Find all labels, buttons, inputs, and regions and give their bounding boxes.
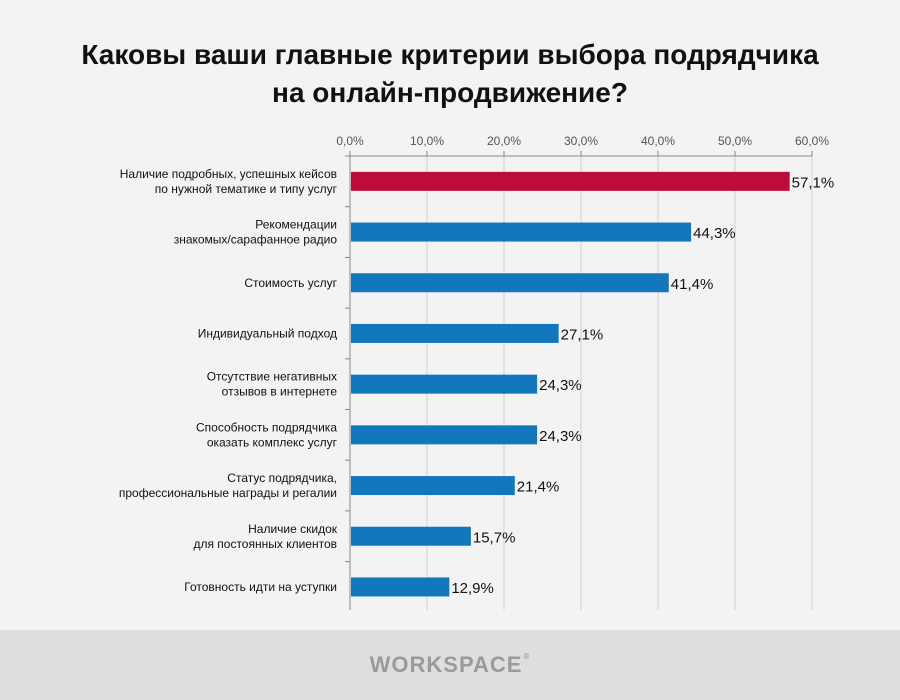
bar bbox=[351, 476, 515, 496]
workspace-logo: WORKSPACE® bbox=[0, 652, 900, 678]
value-label: 41,4% bbox=[671, 276, 714, 293]
chart-title: Каковы ваши главные критерии выбора подр… bbox=[0, 36, 900, 112]
x-tick-label: 50,0% bbox=[718, 134, 752, 148]
category-label: Отсутствие негативных bbox=[207, 370, 337, 384]
x-tick-label: 40,0% bbox=[641, 134, 675, 148]
x-tick-label: 0,0% bbox=[336, 134, 364, 148]
category-label: Наличие подробных, успешных кейсов bbox=[120, 167, 337, 181]
category-label: Способность подрядчика bbox=[196, 420, 337, 434]
x-tick-label: 20,0% bbox=[487, 134, 521, 148]
category-label: Статус подрядчика, bbox=[227, 471, 337, 485]
x-tick-label: 30,0% bbox=[564, 134, 598, 148]
category-label: Рекомендации bbox=[255, 218, 337, 232]
chart-title-line-2: на онлайн-продвижение? bbox=[272, 77, 628, 108]
value-label: 27,1% bbox=[561, 326, 604, 343]
value-label: 12,9% bbox=[451, 580, 494, 597]
value-label: 21,4% bbox=[517, 479, 560, 496]
category-label: отзывов в интернете bbox=[222, 385, 338, 399]
bar-chart: 0,0% 10,0% 20,0% 30,0% 40,0% 50,0% 60,0% 57,1% Н… bbox=[119, 134, 835, 610]
x-tick-label: 60,0% bbox=[795, 134, 829, 148]
x-tick-label: 10,0% bbox=[410, 134, 444, 148]
category-label: Наличие скидок bbox=[248, 522, 338, 536]
logo-text-end: RKSPACE bbox=[409, 652, 523, 677]
value-label: 24,3% bbox=[539, 428, 582, 445]
bar bbox=[351, 222, 692, 242]
bar bbox=[351, 374, 538, 394]
value-label: 24,3% bbox=[539, 377, 582, 394]
category-label: Индивидуальный подход bbox=[198, 326, 337, 340]
bar bbox=[351, 577, 450, 597]
chart-title-line-1: Каковы ваши главные критерии выбора подр… bbox=[81, 39, 819, 70]
category-label: Готовность идти на уступки bbox=[184, 580, 337, 594]
bar bbox=[351, 526, 471, 546]
category-label: по нужной тематике и типу услуг bbox=[155, 182, 338, 196]
logo-o-mark: O bbox=[391, 652, 410, 677]
bar bbox=[351, 171, 790, 191]
category-label: знакомых/сарафанное радио bbox=[174, 233, 338, 247]
category-label: Стоимость услуг bbox=[244, 276, 337, 290]
value-label: 44,3% bbox=[693, 225, 736, 242]
logo-trademark: ® bbox=[523, 652, 531, 661]
category-label: профессиональные награды и регалии bbox=[119, 486, 337, 500]
value-label: 15,7% bbox=[473, 529, 516, 546]
category-label: оказать комплекс услуг bbox=[207, 435, 338, 449]
bar bbox=[351, 323, 559, 343]
logo-text-start: W bbox=[369, 652, 392, 677]
category-label: для постоянных клиентов bbox=[193, 537, 337, 551]
bar bbox=[351, 273, 669, 293]
footer: WORKSPACE® bbox=[0, 630, 900, 700]
bar bbox=[351, 425, 538, 445]
value-label: 57,1% bbox=[792, 174, 835, 191]
